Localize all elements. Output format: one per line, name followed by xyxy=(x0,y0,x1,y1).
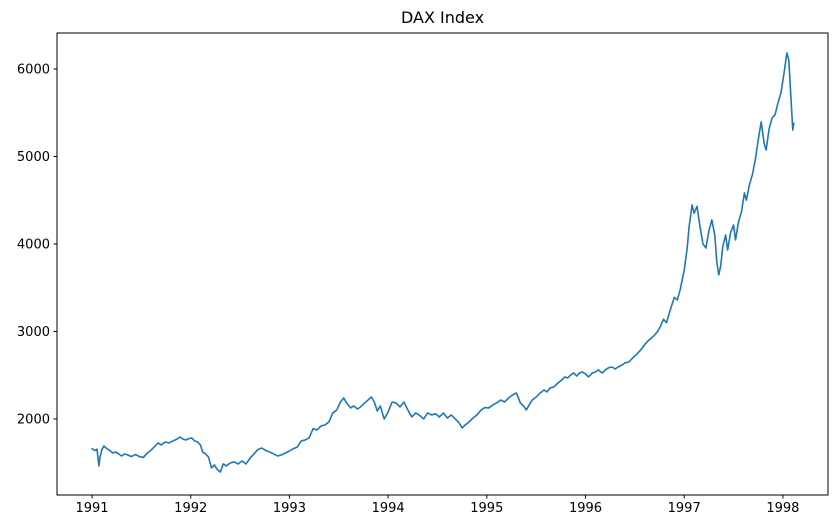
chart-title: DAX Index xyxy=(401,8,484,27)
x-tick-label: 1992 xyxy=(174,501,207,516)
x-tick-label: 1997 xyxy=(668,501,701,516)
x-tick-label: 1993 xyxy=(273,501,306,516)
x-tick-label: 1991 xyxy=(75,501,108,516)
x-axis-ticks: 1991 1992 1993 1994 1995 1996 1997 1998 xyxy=(75,495,799,516)
y-tick-label: 2000 xyxy=(17,412,50,427)
y-axis-ticks: 2000 3000 4000 5000 6000 xyxy=(17,62,57,427)
y-tick-label: 4000 xyxy=(17,237,50,252)
data-series xyxy=(91,52,795,473)
x-tick-label: 1995 xyxy=(470,501,503,516)
x-tick-label: 1994 xyxy=(372,501,405,516)
y-tick-label: 5000 xyxy=(17,150,50,165)
x-tick-label: 1996 xyxy=(569,501,602,516)
y-tick-label: 3000 xyxy=(17,325,50,340)
y-tick-label: 6000 xyxy=(17,62,50,77)
x-tick-label: 1998 xyxy=(766,501,799,516)
dax-index-line xyxy=(91,52,795,473)
plot-border xyxy=(56,32,829,496)
axes xyxy=(56,32,829,496)
